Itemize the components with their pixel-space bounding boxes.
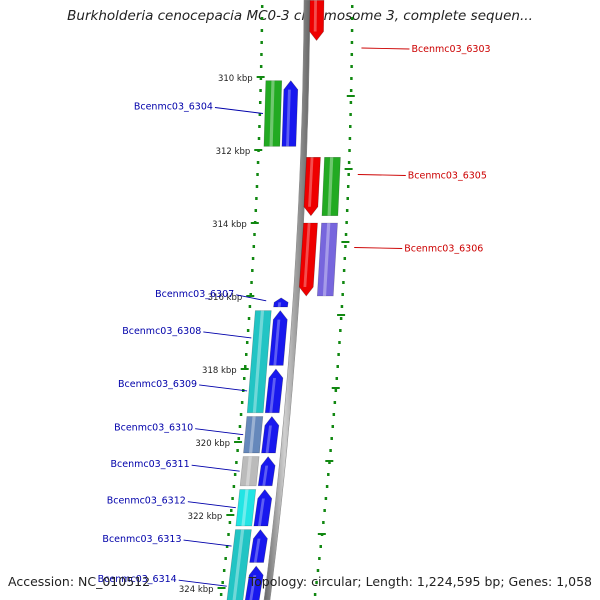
gene-arrow-highlight-10 [258,498,265,526]
gene-label-4[interactable]: Bcenmc03_6306 [404,244,483,255]
scale-label-7: 322 kbp [188,512,223,522]
gene-arrow-8[interactable] [261,415,280,454]
gene-label-12[interactable]: Bcenmc03_6314 [98,574,177,585]
label-leader-3 [357,174,406,176]
gene-arrow-highlight-6 [273,319,281,366]
label-leader-12 [178,579,227,587]
scale-tick-4 [246,295,255,297]
cog-blocks [226,80,341,600]
cog-block-5-highlight [249,416,256,453]
gene-label-7[interactable]: Bcenmc03_6309 [118,379,197,390]
label-leader-5 [236,294,267,302]
label-leader-8 [195,428,244,436]
cog-block-2 [321,157,341,216]
cog-block-3-highlight [322,223,331,296]
cog-block-8-highlight [232,529,245,600]
scale-tick-5 [240,368,249,370]
gene-arrow-highlight-1 [313,0,317,32]
gene-arrow-highlight-8 [265,425,272,453]
cog-block-6 [239,456,260,487]
label-leader-9 [191,464,240,472]
gene-label-9[interactable]: Bcenmc03_6311 [111,459,190,470]
cog-block-8 [226,529,252,600]
label-leader-4 [354,247,403,249]
scale-tick-right-7 [317,533,326,535]
topology-summary: Topology: circular; Length: 1,224,595 bp… [248,574,592,589]
scale-label-3: 314 kbp [212,220,247,230]
scale-tick-right-2 [344,168,353,170]
gene-label-3[interactable]: Bcenmc03_6305 [408,171,487,182]
accession-text: Accession: NC_010512 [8,574,151,589]
cog-block-3 [316,222,338,297]
gene-arrow-1[interactable] [309,0,325,41]
scale-tick-8 [217,587,226,589]
label-leader-10 [187,501,236,509]
gene-arrow-highlight-9 [262,465,269,486]
label-leader-2 [214,107,264,114]
gene-arrow-10[interactable] [253,488,273,527]
cog-block-2-highlight [327,157,334,216]
gene-features [244,0,325,600]
cog-block-7-highlight [241,489,249,526]
cog-block-4-highlight [252,310,265,413]
cog-block-7 [235,489,257,527]
gene-arrow-5[interactable] [273,297,289,308]
scale-label-6: 320 kbp [195,439,230,449]
gene-labels: Bcenmc03_6303 Bcenmc03_6304 Bcenmc03_6305 B… [98,44,491,587]
scale-tick-2 [254,149,263,151]
scale-tick-right-4 [337,314,346,316]
scale-tick-right-6 [325,460,334,462]
gene-arrow-7[interactable] [264,368,284,414]
gene-arrow-highlight-4 [303,223,311,287]
gene-arrow-2[interactable] [281,80,299,147]
label-leader-6 [203,331,252,339]
label-leader-7 [199,384,248,392]
gene-label-6[interactable]: Bcenmc03_6308 [122,326,201,337]
cog-block-5 [243,416,264,454]
gene-arrow-9[interactable] [257,456,276,487]
gene-arrow-6[interactable] [268,310,288,366]
scale-label-8: 324 kbp [179,585,214,595]
gene-label-11[interactable]: Bcenmc03_6313 [102,534,181,545]
cog-block-6-highlight [245,456,252,486]
gene-arrow-highlight-5 [277,302,282,307]
scale-tick-right-1 [346,95,355,97]
scale-label-1: 310 kbp [218,74,253,84]
gene-arrow-highlight-11 [253,538,261,563]
scale-tick-1 [256,76,265,78]
scale-label-2: 312 kbp [216,147,251,157]
gene-arrow-highlight-7 [269,378,276,413]
gene-label-1[interactable]: Bcenmc03_6303 [411,44,490,55]
label-leader-1 [361,47,410,50]
gene-arrow-highlight-3 [308,157,314,207]
gene-label-2[interactable]: Bcenmc03_6304 [134,102,213,113]
scale-tick-right-5 [331,387,340,389]
gene-label-10[interactable]: Bcenmc03_6312 [107,496,186,507]
gene-arrow-highlight-12 [249,575,257,600]
scale-ticks: 310 kbp 312 kbp 314 kbp 316 kbp 318 kbp 320 k… [179,74,355,595]
gene-label-5[interactable]: Bcenmc03_6307 [155,289,234,300]
scale-tick-right-3 [341,241,350,243]
scale-label-5: 318 kbp [202,366,237,376]
gene-arrow-highlight-2 [286,89,291,147]
scale-tick-6 [234,441,243,443]
cog-block-4 [246,310,272,414]
gene-arrow-12[interactable] [244,565,264,600]
gene-label-8[interactable]: Bcenmc03_6310 [114,423,193,434]
cog-block-1 [263,80,283,147]
label-leader-11 [183,539,232,547]
scale-label-4: 316 kbp [208,293,243,303]
gene-arrow-3[interactable] [303,157,321,217]
cog-block-1-highlight [269,80,275,147]
map-title: Burkholderia cenocepacia MC0-3 chromosom… [67,8,533,24]
scale-tick-7 [226,514,235,516]
gene-arrow-11[interactable] [249,529,268,563]
scale-tick-3 [250,222,259,224]
gene-arrow-4[interactable] [298,222,318,297]
